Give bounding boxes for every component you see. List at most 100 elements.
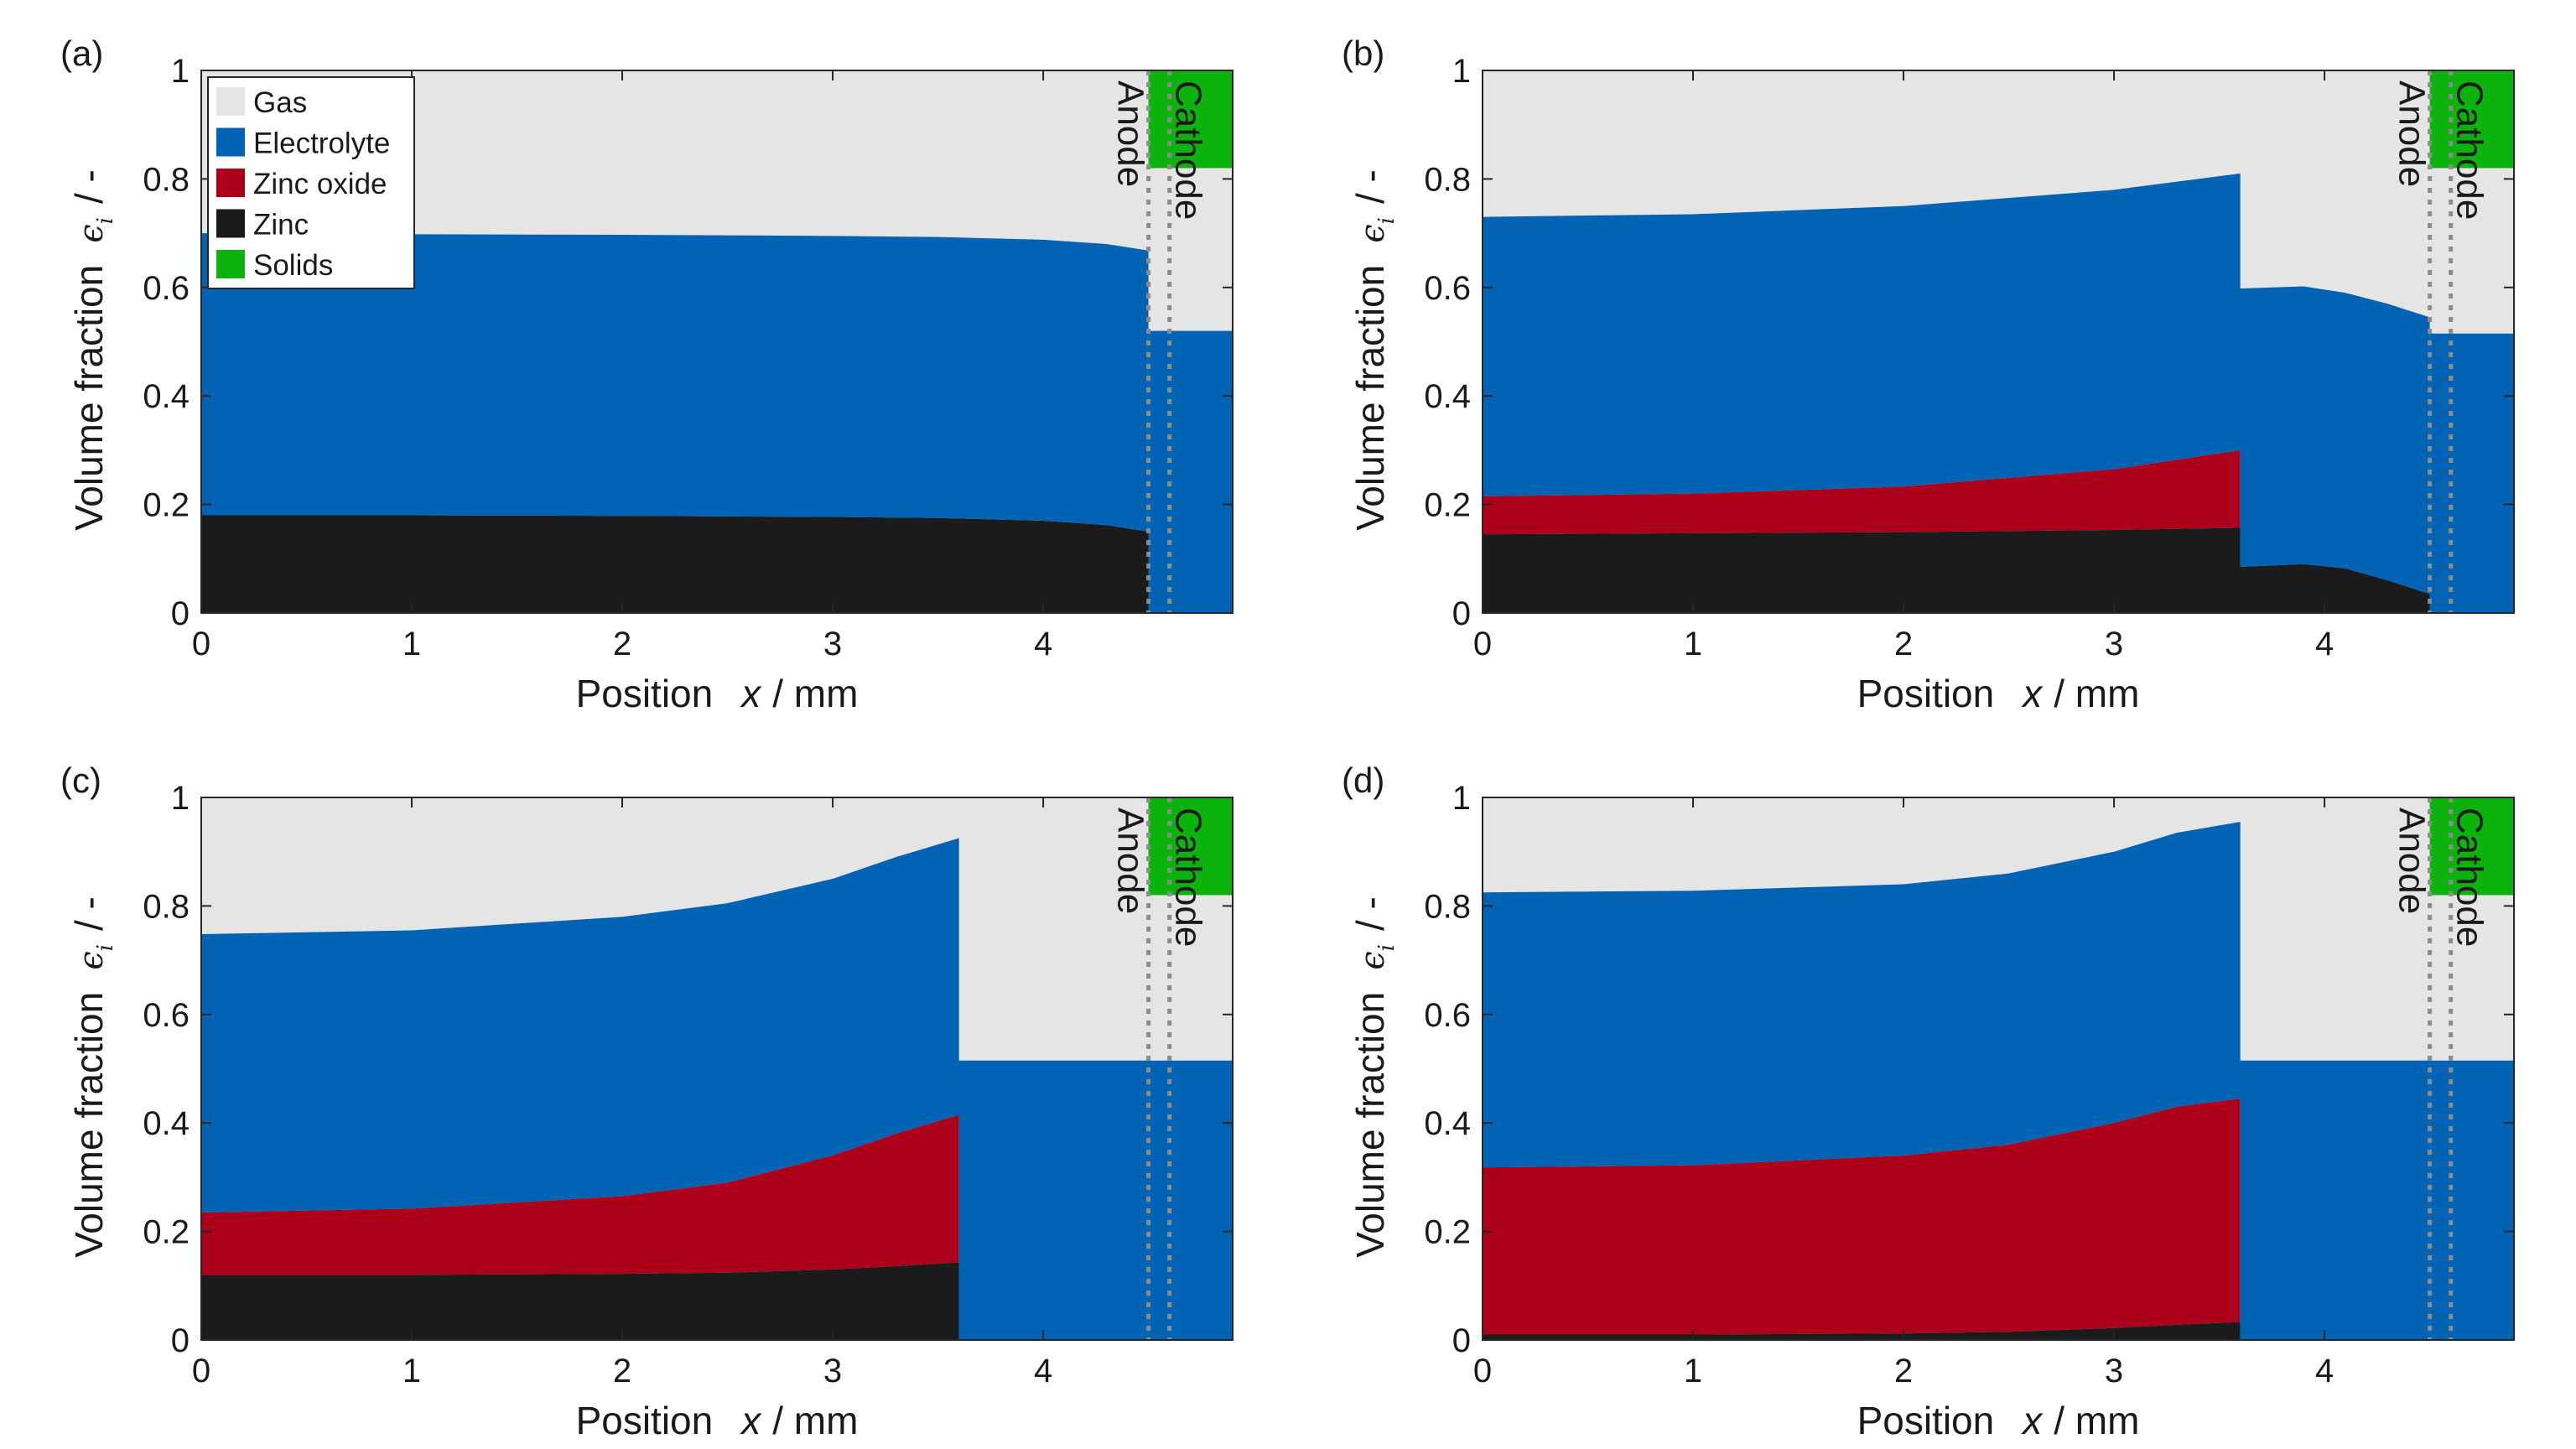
anode-label: Anode [2392,80,2433,187]
legend-swatch-zinc-oxide [216,169,245,197]
x-axis-title: Position x / mm [576,672,859,715]
y-tick-label: 0.6 [1424,270,1471,307]
y-tick-label: 0.2 [1424,1214,1471,1251]
electrolyte-area [201,838,1149,1340]
x-tick-label: 2 [1894,626,1913,662]
y-tick-label: 0 [171,595,190,632]
electrolyte-area [201,233,1149,532]
x-axis-title-unit: / mm [2054,672,2139,715]
y-axis-title-unit: / - [1348,169,1392,204]
panel-label: (a) [60,34,103,73]
y-axis-title-symbol: ϵ [72,951,111,969]
y-axis-title: Volume fraction ϵi / - [67,896,118,1258]
x-axis-title: Position x / mm [576,1399,859,1442]
cathode-label: Cathode [1168,808,1209,947]
y-axis-title-text: Volume fraction [1348,265,1392,531]
y-tick-label: 0.2 [143,487,190,524]
axes-frame [200,797,1233,1341]
axes-frame [1482,70,2515,614]
legend-swatch-zinc [216,209,245,238]
x-tick-label: 0 [192,626,210,662]
y-tick-label: 0.4 [143,378,190,415]
y-tick-label: 0.4 [1424,1105,1471,1142]
x-tick-label: 3 [823,626,842,662]
x-tick-label: 1 [1684,626,1702,662]
panel-label: (d) [1342,761,1384,800]
y-axis-title-symbol: ϵ [72,224,111,242]
electrolyte-area [1483,822,2430,1340]
y-axis-title-text: Volume fraction [1348,992,1392,1258]
legend-label-zinc-oxide: Zinc oxide [253,168,387,200]
x-axis-title-symbol: x [2021,672,2044,715]
x-tick-label: 2 [613,1353,631,1389]
zinc-oxide-area [1483,1098,2430,1340]
legend-swatch-electrolyte [216,127,245,157]
y-tick-label: 1 [1452,780,1471,817]
cathode-label: Cathode [1168,80,1209,220]
y-tick-label: 0 [1452,595,1471,632]
x-tick-label: 4 [1034,626,1052,662]
x-axis-title-unit: / mm [772,1399,858,1442]
y-axis-title-text: Volume fraction [67,265,111,531]
cathode-label: Cathode [2449,80,2490,220]
x-tick-label: 2 [1894,1353,1913,1389]
x-tick-label: 4 [1034,1353,1052,1389]
zinc-area [201,515,1149,613]
zinc-area [201,1262,1149,1340]
y-tick-label: 0 [1452,1322,1471,1359]
y-tick-label: 1 [1452,53,1471,90]
y-tick-label: 0.8 [1424,888,1471,925]
x-tick-label: 4 [2315,626,2334,662]
x-tick-label: 1 [1684,1353,1702,1389]
y-axis-title-unit: / - [67,896,111,931]
legend-label-electrolyte: Electrolyte [253,127,390,160]
y-tick-label: 0.8 [143,161,190,198]
x-axis-title-text: Position [576,1399,714,1442]
x-tick-label: 0 [1473,626,1492,662]
x-tick-label: 0 [1473,1353,1492,1389]
x-axis-title: Position x / mm [1857,1399,2140,1442]
x-tick-label: 3 [823,1353,842,1389]
cathode-solids-area [2429,70,2514,169]
y-tick-label: 0.4 [143,1105,190,1142]
y-tick-label: 0 [171,1322,190,1359]
panel-label: (c) [60,761,101,800]
y-tick-label: 1 [171,53,190,90]
x-axis-title-symbol: x [740,1399,762,1442]
y-axis-title-symbol: ϵ [1353,951,1392,969]
y-axis-title-text: Volume fraction [67,992,111,1258]
y-tick-label: 0.6 [1424,997,1471,1034]
cathode-solids-area [1148,70,1233,169]
cathode-electrolyte-area [2429,333,2514,613]
legend-swatch-solids [216,250,245,278]
panel-3: Anode Cathode 0 1 2 3 4 0 0.2 0.4 0.6 0.8 1 (d) Positi… [1342,761,2515,1442]
x-tick-label: 1 [402,1353,421,1389]
y-axis-title-subscript: i [1374,944,1400,951]
y-axis-title: Volume fraction ϵi / - [67,169,118,531]
y-tick-label: 1 [171,780,190,817]
anode-label: Anode [2392,808,2433,914]
legend-label-zinc: Zinc [253,209,309,242]
legend-swatch-gas [216,87,245,116]
legend-label-gas: Gas [253,86,307,119]
anode-label: Anode [1110,80,1151,187]
zinc-oxide-area [201,1114,1149,1340]
cathode-electrolyte-area [2429,1060,2514,1340]
y-tick-label: 0.6 [143,270,190,307]
x-tick-label: 4 [2315,1353,2334,1389]
y-axis-title: Volume fraction ϵi / - [1348,896,1400,1258]
y-tick-label: 0.8 [143,888,190,925]
anode-label: Anode [1110,808,1151,914]
y-axis-title-symbol: ϵ [1353,224,1392,242]
x-axis-title-unit: / mm [772,672,858,715]
cathode-electrolyte-area [1148,330,1233,613]
y-axis-title-unit: / - [1348,896,1392,931]
y-axis-title-subscript: i [93,944,118,951]
axes-frame [200,70,1233,614]
x-axis-title-unit: / mm [2054,1399,2139,1442]
zinc-oxide-area [1483,449,2430,595]
cathode-label: Cathode [2449,808,2490,947]
x-axis-title-text: Position [1857,1399,1995,1442]
y-axis-title-unit: / - [67,169,111,204]
